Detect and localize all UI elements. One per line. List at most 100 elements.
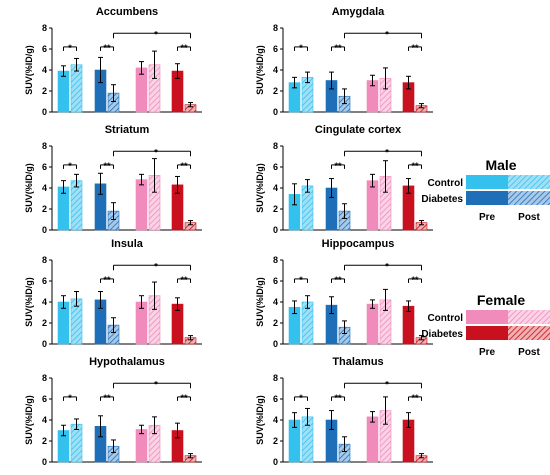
y-tick-label: 8 <box>273 141 278 151</box>
y-axis-label: SUV(%ID/g) <box>24 395 34 445</box>
chart-title: Hypothalamus <box>89 356 165 368</box>
sig-male-diabetes-label: ** <box>103 393 111 403</box>
y-tick-label: 4 <box>42 65 47 75</box>
sig-female-diabetes-label: ** <box>180 275 188 285</box>
y-tick-label: 8 <box>42 141 47 151</box>
y-axis-label: SUV(%ID/g) <box>24 45 34 95</box>
legend-row-label: Control <box>427 178 463 189</box>
legend-row-label: Control <box>427 313 463 324</box>
sig-between-label: * <box>154 261 158 271</box>
sig-female-diabetes-label: ** <box>180 161 188 171</box>
y-tick-label: 8 <box>273 373 278 383</box>
legend-2: Female Control Diabetes Pre Post <box>421 292 550 358</box>
chart-title: Hippocampus <box>322 238 395 250</box>
y-tick-label: 6 <box>42 162 47 172</box>
chart-title: Thalamus <box>332 356 383 368</box>
sig-female-diabetes-label: ** <box>180 43 188 53</box>
y-tick-label: 2 <box>273 436 278 446</box>
y-tick-label: 4 <box>42 415 47 425</box>
sig-between-label: * <box>385 261 389 271</box>
y-tick-label: 2 <box>273 318 278 328</box>
sig-male-diabetes-label: ** <box>103 275 111 285</box>
legend-column-label: Post <box>518 212 540 223</box>
legend-swatch-post <box>508 326 550 340</box>
legend-swatch-post <box>508 175 550 189</box>
legend-swatch-pre <box>466 310 508 324</box>
y-tick-label: 8 <box>273 255 278 265</box>
sig-between-label: * <box>154 147 158 157</box>
legend-1: Male Control Diabetes Pre Post <box>421 157 550 223</box>
y-tick-label: 6 <box>273 44 278 54</box>
y-tick-label: 2 <box>42 436 47 446</box>
y-tick-label: 0 <box>42 107 47 117</box>
sig-male-control-label: * <box>68 161 72 171</box>
bar <box>57 70 70 113</box>
chart-title: Insula <box>111 238 144 250</box>
y-tick-label: 4 <box>273 415 278 425</box>
y-tick-label: 0 <box>273 107 278 117</box>
sig-male-diabetes-label: ** <box>103 43 111 53</box>
y-tick-label: 2 <box>273 204 278 214</box>
y-axis-label: SUV(%ID/g) <box>255 277 265 327</box>
y-tick-label: 0 <box>273 339 278 349</box>
sig-male-diabetes-label: ** <box>334 275 342 285</box>
y-axis-label: SUV(%ID/g) <box>255 163 265 213</box>
sig-female-diabetes-label: ** <box>411 161 419 171</box>
sig-male-diabetes-label: ** <box>334 43 342 53</box>
y-tick-label: 4 <box>273 65 278 75</box>
y-tick-label: 8 <box>42 255 47 265</box>
legend-row-label: Diabetes <box>421 329 463 340</box>
bar <box>366 180 379 231</box>
legend-swatch-post <box>508 310 550 324</box>
sig-between-label: * <box>385 147 389 157</box>
y-axis-label: SUV(%ID/g) <box>24 277 34 327</box>
y-tick-label: 0 <box>273 457 278 467</box>
y-tick-label: 0 <box>42 457 47 467</box>
y-tick-label: 2 <box>42 204 47 214</box>
sig-between-label: * <box>154 379 158 389</box>
sig-between-label: * <box>154 29 158 39</box>
sig-male-diabetes-label: ** <box>334 161 342 171</box>
y-axis-label: SUV(%ID/g) <box>24 163 34 213</box>
chart-title: Accumbens <box>96 6 158 18</box>
sig-male-control-label: * <box>299 275 303 285</box>
sig-male-control-label: * <box>299 43 303 53</box>
y-tick-label: 6 <box>42 394 47 404</box>
y-tick-label: 0 <box>273 225 278 235</box>
y-tick-label: 8 <box>42 23 47 33</box>
legend-title: Female <box>477 292 525 308</box>
y-tick-label: 0 <box>42 339 47 349</box>
bar <box>135 429 148 463</box>
legend-title: Male <box>485 157 516 173</box>
legend-row-label: Diabetes <box>421 194 463 205</box>
bar <box>135 179 148 231</box>
y-tick-label: 6 <box>273 162 278 172</box>
y-tick-label: 2 <box>273 86 278 96</box>
legend-column-label: Pre <box>479 347 496 358</box>
legend-column-label: Post <box>518 347 540 358</box>
sig-male-diabetes-label: ** <box>103 161 111 171</box>
bar <box>366 303 379 345</box>
chart-title: Striatum <box>105 124 150 136</box>
sig-between-label: * <box>385 29 389 39</box>
chart-title: Amygdala <box>332 6 385 18</box>
y-tick-label: 8 <box>273 23 278 33</box>
sig-female-diabetes-label: ** <box>180 393 188 403</box>
y-tick-label: 6 <box>42 276 47 286</box>
y-tick-label: 4 <box>42 297 47 307</box>
y-axis-label: SUV(%ID/g) <box>255 395 265 445</box>
legends-area: Male Control Diabetes Pre Post Female Control D… <box>421 157 550 358</box>
sig-male-control-label: * <box>299 393 303 403</box>
y-tick-label: 6 <box>42 44 47 54</box>
sig-female-diabetes-label: ** <box>411 393 419 403</box>
bar <box>70 180 83 231</box>
bar <box>366 416 379 463</box>
y-tick-label: 2 <box>42 86 47 96</box>
